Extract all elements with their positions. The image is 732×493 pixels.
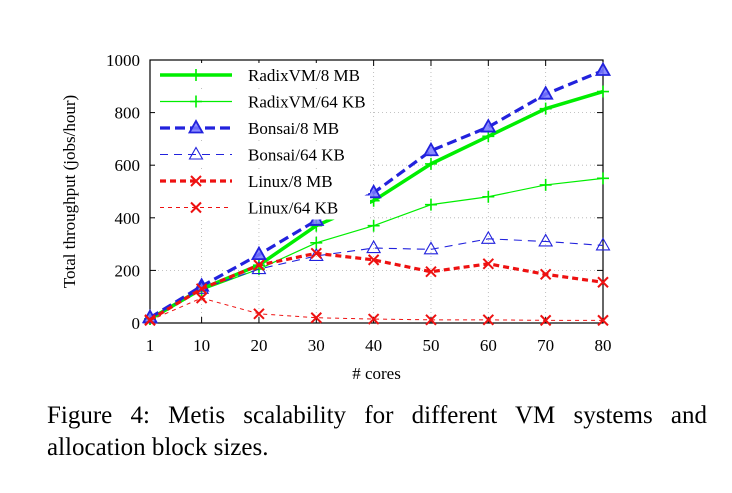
data-point: [539, 268, 552, 281]
data-point: [367, 313, 380, 325]
legend-marker: [190, 201, 202, 214]
legend-marker: [188, 146, 204, 160]
x-tick-label: 20: [250, 336, 267, 355]
y-axis-title: Total throughput (jobs/hour): [60, 95, 79, 288]
data-point: [595, 237, 611, 251]
data-point: [365, 183, 382, 199]
x-tick-label: 50: [422, 336, 439, 355]
data-point: [482, 190, 495, 203]
y-tick-label: 200: [115, 261, 141, 280]
data-point: [422, 141, 440, 157]
y-tick-label: 600: [115, 156, 141, 175]
legend-bg: [155, 195, 370, 220]
data-point: [425, 266, 437, 278]
data-point: [539, 102, 552, 115]
data-point: [310, 312, 322, 324]
figure-caption: Figure 4: Metis scalability for differen…: [47, 400, 707, 464]
data-point: [597, 314, 609, 327]
series-4: [144, 247, 609, 326]
data-point: [366, 239, 382, 254]
data-point: [367, 219, 380, 232]
series-3: [142, 230, 611, 324]
x-tick-label: 40: [365, 336, 382, 355]
legend-marker: [190, 175, 202, 187]
data-point: [537, 85, 554, 100]
series-5: [144, 292, 609, 327]
data-point: [482, 314, 495, 326]
y-tick-label: 1000: [106, 51, 140, 70]
y-tick-label: 800: [115, 104, 141, 123]
data-point: [250, 245, 267, 261]
data-point: [597, 172, 609, 185]
x-axis-title: # cores: [352, 364, 401, 383]
data-point: [310, 236, 323, 249]
data-point: [538, 233, 554, 247]
data-point: [539, 178, 552, 191]
series-line: [149, 251, 604, 322]
legend-label: RadixVM/64 KB: [248, 93, 366, 112]
data-point: [482, 258, 495, 270]
data-point: [424, 198, 437, 211]
x-tick-label: 60: [480, 336, 497, 355]
data-point: [310, 247, 322, 260]
legend-label: Bonsai/8 MB: [248, 119, 339, 138]
data-point: [144, 314, 156, 327]
x-tick-label: 1: [146, 336, 155, 355]
data-point: [195, 292, 208, 304]
data-point: [597, 276, 609, 288]
data-point: [539, 314, 552, 327]
data-point: [423, 241, 439, 255]
legend-marker: [190, 69, 202, 81]
data-point: [480, 118, 497, 133]
data-point: [594, 61, 612, 76]
data-point: [424, 157, 437, 170]
y-tick-label: 400: [115, 209, 141, 228]
chart-figure: 1 10 20 30 40 50 60 70 80 0 200 400 600 800 1000 # core…: [60, 51, 612, 383]
caption-line-2: allocation block sizes.: [47, 434, 269, 461]
legend-label: Linux/8 MB: [248, 172, 333, 191]
x-tick-label: 10: [193, 336, 210, 355]
data-point: [425, 314, 437, 326]
data-point: [367, 254, 380, 266]
x-tick-label: 30: [308, 336, 325, 355]
data-point: [597, 85, 609, 98]
legend-marker: [187, 119, 205, 134]
data-point: [195, 283, 208, 295]
legend: RadixVM/8 MB RadixVM/64 KB Bonsai/8 MB Bons…: [155, 63, 370, 220]
caption-line-1: Figure 4: Metis scalability for differen…: [47, 402, 707, 429]
data-point: [253, 259, 265, 271]
data-point: [253, 308, 265, 320]
legend-label: Bonsai/64 KB: [248, 146, 345, 165]
series-lines: [141, 61, 612, 327]
x-tick-label: 70: [537, 336, 554, 355]
y-tick-label: 0: [132, 314, 141, 333]
legend-label: RadixVM/8 MB: [248, 66, 360, 85]
legend-marker: [190, 95, 202, 108]
legend-label: Linux/64 KB: [248, 199, 338, 218]
x-tick-label: 80: [595, 336, 612, 355]
y-axis: 0 200 400 600 800 1000: [106, 51, 603, 333]
data-point: [480, 230, 496, 244]
